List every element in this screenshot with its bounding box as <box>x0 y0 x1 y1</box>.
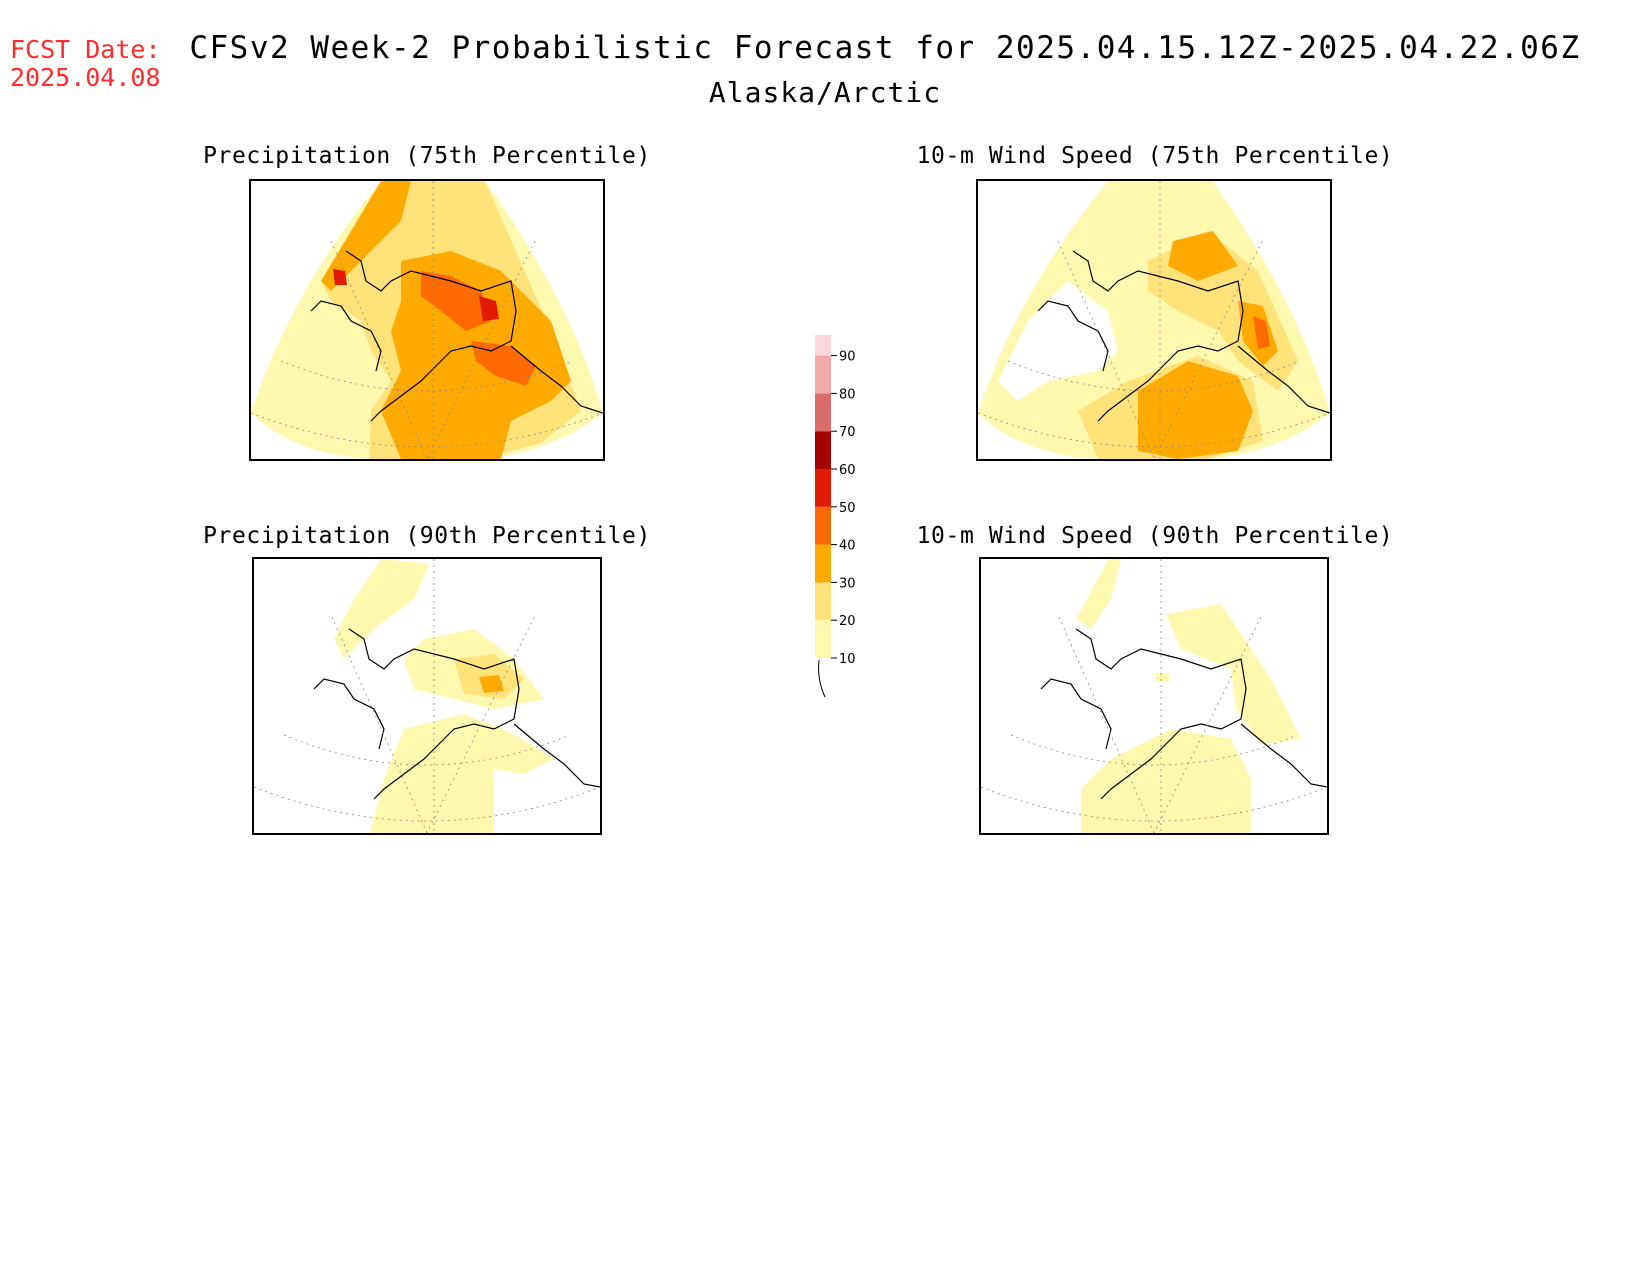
colorbar-box-60 <box>815 431 831 469</box>
contour-50-a <box>479 296 499 321</box>
contour-40-a <box>421 271 491 331</box>
colorbar-label-60: 60 <box>839 463 856 478</box>
panel-title-precip-90: Precipitation (90th Percentile) <box>203 523 651 549</box>
map-precip-75 <box>251 181 603 459</box>
colorbar: 10 20 30 40 50 60 70 80 90 <box>815 317 875 709</box>
contour-10-spot <box>1156 673 1169 681</box>
fcst-date-label: FCST Date: <box>10 35 161 64</box>
no-signal-west <box>998 281 1118 401</box>
colorbar-label-90: 90 <box>839 350 856 365</box>
colorbar-box-70 <box>815 393 831 432</box>
contour-40 <box>1253 316 1270 349</box>
colorbar-label-50: 50 <box>839 501 856 516</box>
map-precip-90 <box>254 559 600 833</box>
colorbar-label-30: 30 <box>839 576 856 591</box>
contour-50-b <box>333 269 347 285</box>
map-panel-wind-75 <box>976 179 1332 461</box>
colorbar-label-20: 20 <box>839 614 856 629</box>
region-title: Alaska/Arctic <box>708 76 942 109</box>
panel-title-wind-90: 10-m Wind Speed (90th Percentile) <box>916 523 1394 549</box>
colorbar-label-10: 10 <box>839 652 856 667</box>
colorbar-box-90 <box>815 317 831 356</box>
contour-30-ne <box>1168 231 1238 281</box>
contour-40-b <box>471 341 536 386</box>
colorbar-label-80: 80 <box>839 387 856 402</box>
contour-30 <box>479 675 504 693</box>
panel-title-wind-75: 10-m Wind Speed (75th Percentile) <box>916 143 1394 169</box>
colorbar-box-40 <box>815 506 831 545</box>
colorbar-svg: 10 20 30 40 50 60 70 80 90 <box>815 317 856 698</box>
colorbar-box-30 <box>815 544 831 583</box>
contour-10-south <box>1081 729 1251 833</box>
contour-30-south <box>1138 361 1253 459</box>
contour-10-east <box>1166 604 1301 744</box>
contour-10-north <box>334 559 429 659</box>
main-title: CFSv2 Week-2 Probabilistic Forecast for … <box>189 30 1581 66</box>
colorbar-box-10 <box>815 620 831 658</box>
coastline <box>310 250 603 422</box>
coastline <box>1037 250 1330 422</box>
coastline <box>313 628 600 800</box>
colorbar-label-70: 70 <box>839 425 856 440</box>
map-panel-precip-90 <box>252 557 602 835</box>
contour-10-north <box>1076 559 1121 629</box>
colorbar-box-50 <box>815 469 831 507</box>
map-wind-90 <box>981 559 1327 833</box>
fcst-date-value: 2025.04.08 <box>10 63 161 92</box>
contour-30-north <box>321 181 411 291</box>
graticule <box>251 181 603 459</box>
fcst-date-block: FCST Date: 2025.04.08 <box>10 36 161 92</box>
map-panel-precip-75 <box>249 179 605 461</box>
coastline <box>1040 628 1327 800</box>
panel-title-precip-75: Precipitation (75th Percentile) <box>203 143 651 169</box>
graticule <box>978 181 1330 459</box>
colorbar-box-20 <box>815 582 831 621</box>
colorbar-box-80 <box>815 355 831 394</box>
map-panel-wind-90 <box>979 557 1329 835</box>
colorbar-label-40: 40 <box>839 539 856 554</box>
map-wind-75 <box>978 181 1330 459</box>
contour-10-south <box>370 714 554 833</box>
colorbar-bottom-cap <box>818 659 826 698</box>
